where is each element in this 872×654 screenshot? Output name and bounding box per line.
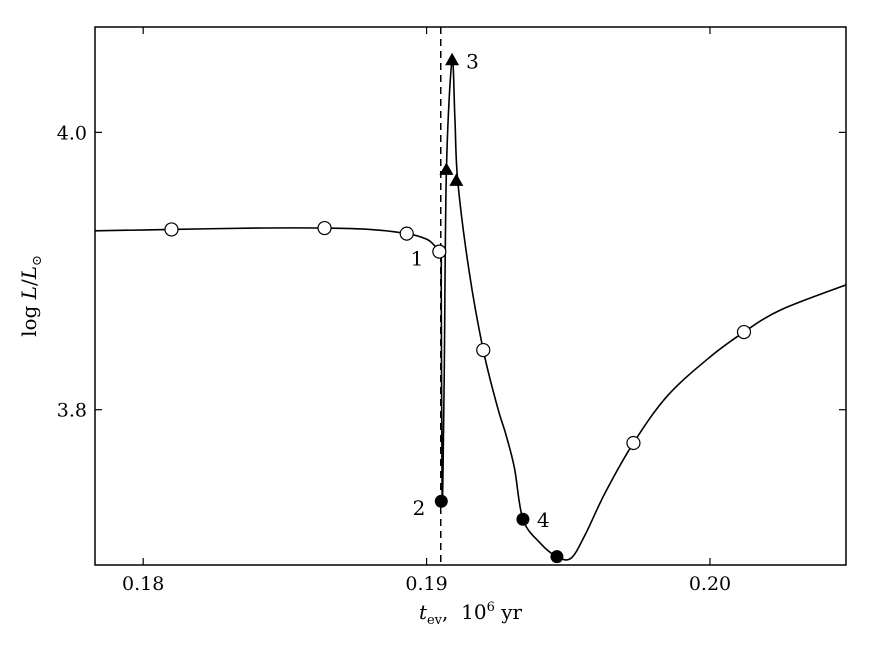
luminosity-curve [94,58,847,561]
open-circle-marker [736,324,752,340]
axis-ticks: 0.18 0.19 0.20 3.8 4.0 [57,27,846,595]
x-axis-label: tev, 106 yr [419,600,523,628]
filled-circle-marker [434,494,448,508]
open-circle-marker [164,222,179,237]
open-circle-marker [626,435,641,451]
point-label-3: 3 [466,49,479,73]
y-tick-label: 3.8 [57,400,87,422]
plot-area: 1 2 3 4 [94,27,847,565]
filled-circle-marker [516,512,530,526]
x-tick-label: 0.18 [122,573,164,595]
x-tick-label: 0.20 [689,573,731,595]
filled-triangle-marker [445,52,460,66]
open-circle-marker [317,220,332,236]
plot-frame [94,26,847,566]
filled-circle-marker [550,550,564,564]
filled-triangle-marker [439,162,454,175]
point-label-4: 4 [537,508,550,532]
point-label-1: 1 [411,247,424,271]
point-label-2: 2 [413,496,426,520]
open-circle-marker [399,226,414,241]
y-tick-label: 4.0 [57,122,87,144]
filled-triangle-marker [449,173,464,186]
y-axis-label: log L/L⊙ [17,255,45,337]
open-circle-marker [476,342,491,358]
open-circle-marker [432,244,447,259]
x-tick-label: 0.19 [405,573,447,595]
